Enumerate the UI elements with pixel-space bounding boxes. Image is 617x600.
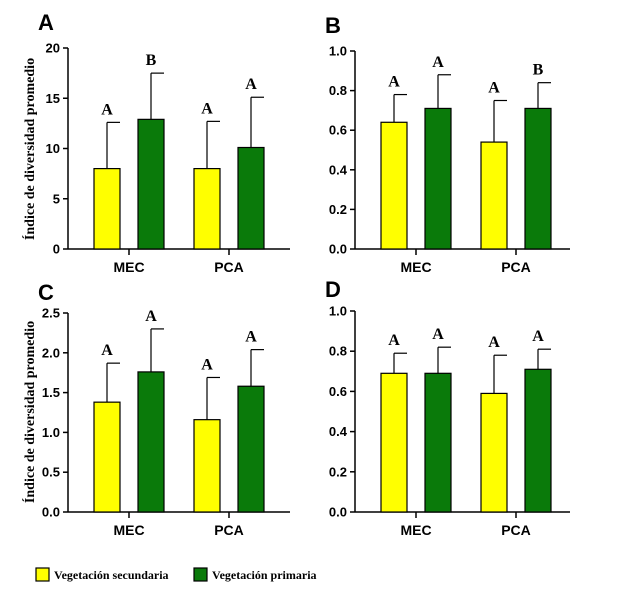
panel-c: C 0.0 0.5 1.0 1.5 2.0 2.5 MEC PCA Índice de diver… [21,280,290,538]
bar [237,146,265,250]
significance-label: A [532,328,544,345]
y-tick-label: 0.6 [329,123,347,138]
significance-label: A [488,80,500,97]
significance-label: A [201,356,213,373]
y-tick-label: 0.8 [329,344,347,359]
significance-label: A [388,332,400,349]
y-axis-label: Índice de diversidad promedio [21,321,38,503]
y-tick-label: 0.4 [329,424,348,439]
significance-label: A [488,334,500,351]
y-tick-label: 0 [53,242,60,257]
y-tick-label: 0.0 [329,505,347,520]
bar [193,419,221,513]
chart-panels: A 0 5 10 15 20 MEC PCA Índice de diversidad prom… [21,10,570,538]
bar [524,368,552,513]
bar [424,372,452,513]
bar [93,401,121,513]
y-tick-label: 15 [46,91,60,106]
significance-label: A [432,326,444,343]
significance-label: A [388,74,400,91]
x-category-label: MEC [113,259,144,275]
bar [137,371,165,513]
significance-label: A [101,342,113,359]
significance-label: A [432,54,444,71]
y-tick-label: 0.0 [329,242,347,257]
y-tick-label: 2.0 [42,345,60,360]
bar [237,385,265,513]
significance-label: A [245,329,257,346]
x-category-label: PCA [501,522,531,538]
y-tick-label: 1.0 [42,425,60,440]
bar [480,392,508,513]
bar [424,107,452,250]
y-tick-label: 1.5 [42,385,60,400]
panel-a: A 0 5 10 15 20 MEC PCA Índice de diversidad prom… [21,10,290,275]
significance-label: B [533,62,544,79]
x-category-label: MEC [400,259,431,275]
bar [480,141,508,250]
bar [380,121,408,250]
y-tick-label: 0.0 [42,505,60,520]
y-tick-label: 2.5 [42,306,60,321]
panel-letter: D [325,277,341,302]
x-category-label: MEC [113,522,144,538]
significance-label: A [145,308,157,325]
y-tick-label: 0.6 [329,384,347,399]
panel-d: D 0.0 0.2 0.4 0.6 0.8 1.0 MEC PCA A A A A [325,277,570,538]
panel-letter: A [38,10,54,35]
legend: Vegetación secundaria Vegetación primari… [35,567,317,582]
x-category-label: MEC [400,522,431,538]
bar [193,168,221,250]
significance-label: A [201,100,213,117]
y-axis-label: Índice de diversidad promedio [21,58,38,240]
y-tick-label: 1.0 [329,304,347,319]
x-category-label: PCA [214,259,244,275]
y-tick-label: 1.0 [329,44,347,59]
y-tick-label: 0.5 [42,465,60,480]
significance-label: A [101,101,113,118]
y-tick-label: 5 [53,191,60,206]
legend-label-secondary: Vegetación secundaria [54,568,169,582]
legend-swatch-secondary [35,567,50,582]
x-category-label: PCA [501,259,531,275]
y-tick-label: 0.2 [329,202,347,217]
panel-letter: B [325,13,341,38]
bar [137,118,165,250]
panel-letter: C [38,280,54,305]
y-tick-label: 20 [46,41,60,56]
significance-label: B [146,52,157,69]
bar [524,107,552,250]
panel-b: B 0.0 0.2 0.4 0.6 0.8 1.0 MEC PCA A A A B [325,13,570,275]
x-category-label: PCA [214,522,244,538]
y-tick-label: 0.4 [329,162,348,177]
y-tick-label: 0.8 [329,83,347,98]
y-tick-label: 10 [46,141,60,156]
bar [380,372,408,513]
bar [93,168,121,250]
legend-label-primary: Vegetación primaria [212,568,317,582]
legend-swatch-primary [193,567,208,582]
y-tick-label: 0.2 [329,464,347,479]
significance-label: A [245,76,257,93]
